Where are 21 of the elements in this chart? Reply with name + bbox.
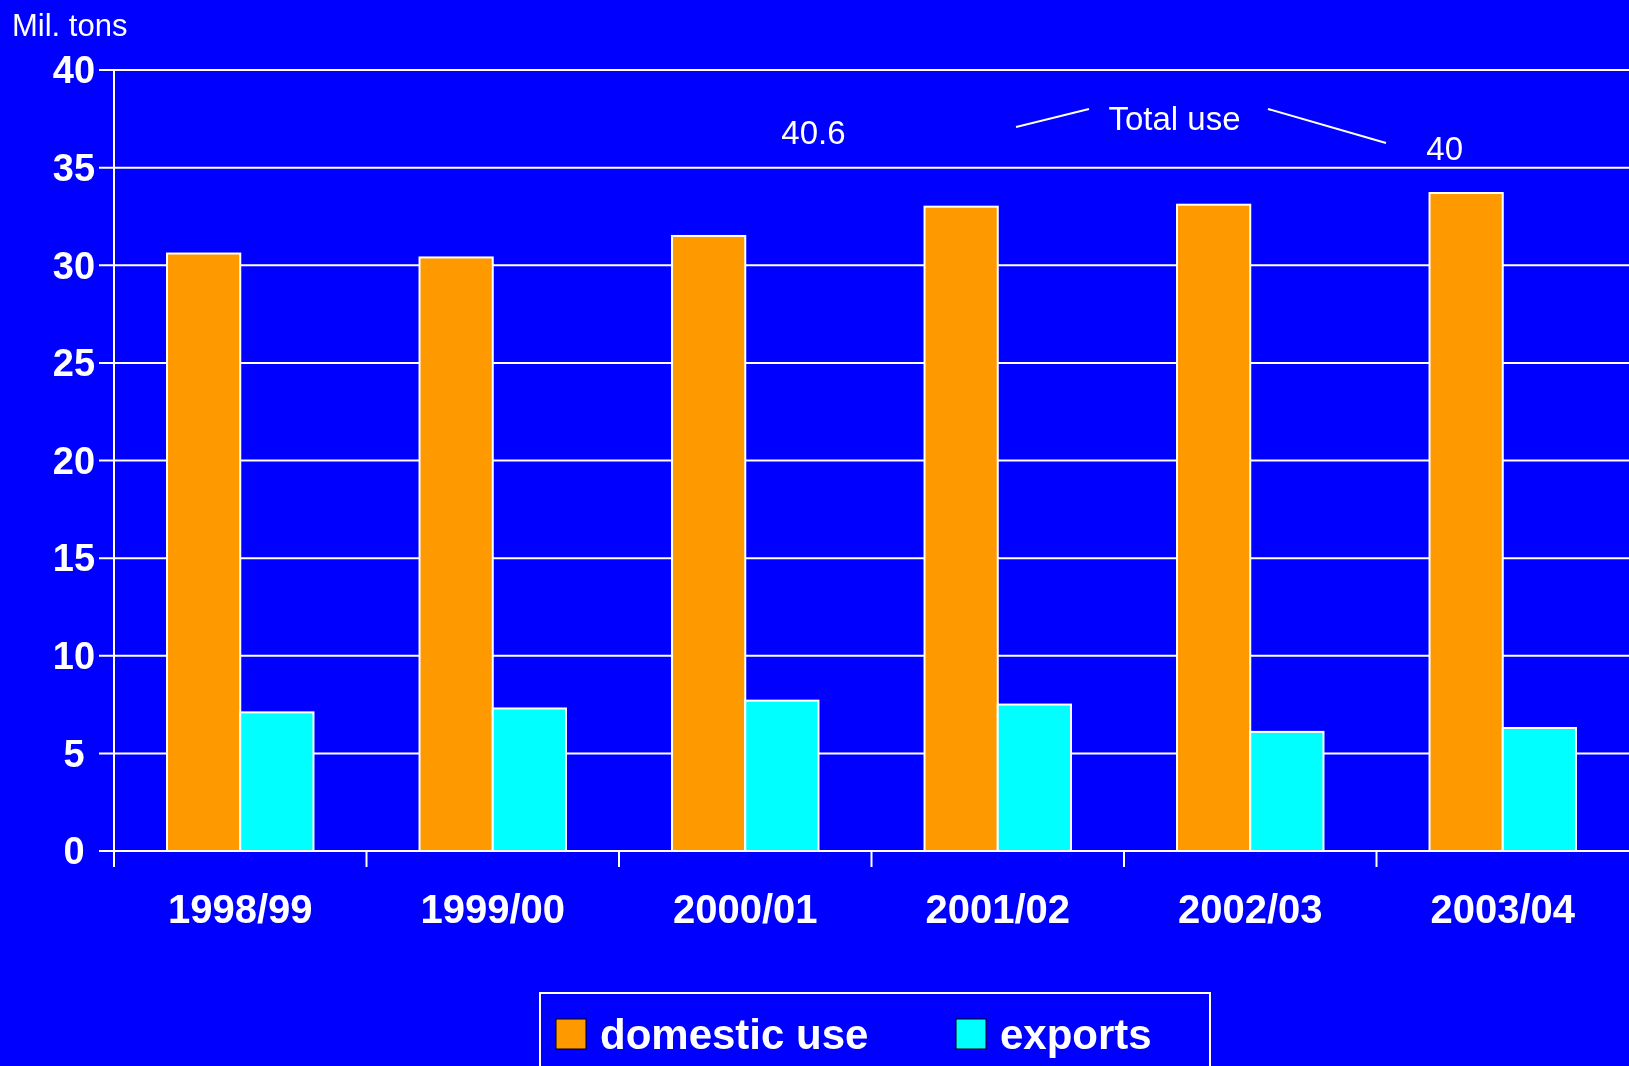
y-tick-label: 25: [52, 342, 96, 385]
y-axis-title: Mil. tons: [12, 8, 128, 43]
y-tick-label: 0: [63, 830, 85, 873]
x-tick-label: 2002/03: [1177, 887, 1323, 931]
y-tick-label: 5: [63, 732, 85, 775]
annotation: Total use: [1108, 100, 1241, 138]
annotation: 40: [1426, 129, 1464, 167]
y-tick-label: 10: [52, 635, 96, 678]
y-tick-label: 35: [52, 146, 96, 189]
legend-label: domestic use: [600, 1010, 869, 1058]
y-tick-label: 30: [52, 244, 96, 287]
x-tick-label: 2000/01: [672, 887, 818, 931]
y-tick-label: 40: [52, 49, 96, 92]
y-tick-label: 20: [52, 439, 96, 482]
x-tick-label: 1998/99: [167, 887, 313, 931]
y-tick-label: 15: [52, 537, 96, 580]
annotation: 40.6: [781, 114, 846, 152]
x-tick-label: 1999/00: [420, 887, 566, 931]
x-tick-label: 2003/04: [1430, 887, 1576, 931]
x-tick-label: 2001/02: [925, 887, 1071, 931]
legend-label: exports: [1000, 1010, 1152, 1058]
